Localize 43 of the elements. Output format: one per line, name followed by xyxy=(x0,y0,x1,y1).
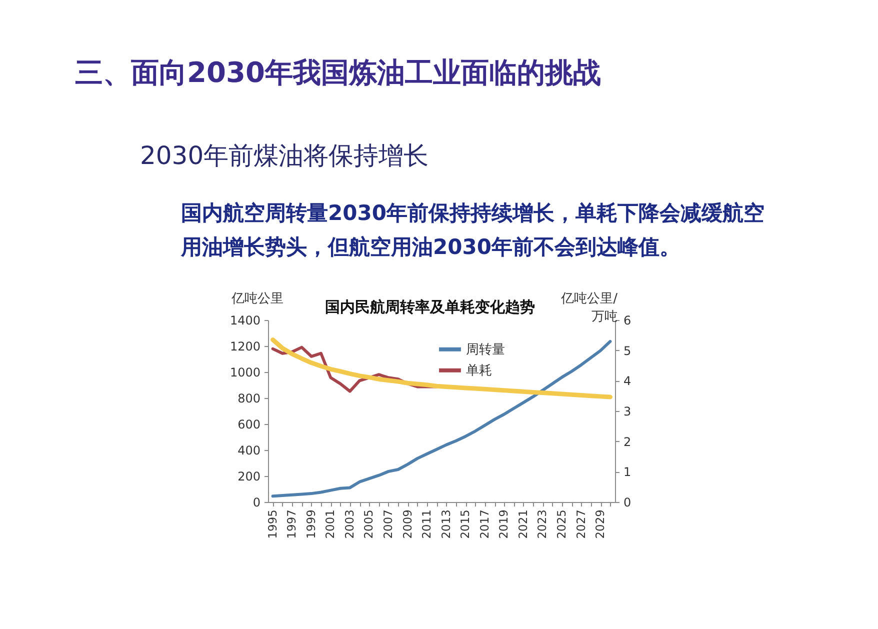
y-axis-title: 亿吨公里 xyxy=(230,292,284,306)
x-tick-label: 1995 xyxy=(265,510,280,539)
y2-axis-title: 亿吨公里/万吨 xyxy=(560,292,618,324)
x-tick-label: 1997 xyxy=(284,510,299,539)
y2-tick-label: 2 xyxy=(624,434,632,449)
text: 国内航空周转量2030年前保持持续增长，单耗下降会减缓航空用油增长势头，但航空用油2030年前不会到达峰值。 xyxy=(180,201,764,259)
y2-tick-label: 6 xyxy=(624,314,632,328)
x-tick-label: 2015 xyxy=(458,510,472,539)
text: 2030年前煤油将保持增长 xyxy=(140,141,429,170)
legend-label: 周转量 xyxy=(466,342,505,358)
x-tick-label: 2009 xyxy=(400,510,414,539)
x-tick-label: 1999 xyxy=(304,510,318,539)
text: 三、面向2030年我国炼油工业面临的挑战 xyxy=(75,56,601,89)
chart-title: 国内民航周转率及单耗变化趋势 xyxy=(325,298,535,316)
x-tick-label: 2023 xyxy=(535,510,550,539)
x-tick-label: 2013 xyxy=(438,510,453,539)
x-tick-label: 2005 xyxy=(362,510,376,539)
x-tick-label: 2029 xyxy=(593,510,608,539)
legend-label: 单耗 xyxy=(466,363,492,378)
x-tick-label: 2021 xyxy=(516,510,530,539)
y-tick-label: 1200 xyxy=(230,340,260,354)
x-tick-label: 2027 xyxy=(574,510,588,539)
y-tick-label: 400 xyxy=(238,444,260,458)
x-tick-label: 2003 xyxy=(342,510,356,539)
x-tick-label: 2017 xyxy=(477,510,492,539)
x-tick-label: 2007 xyxy=(380,510,395,539)
x-tick-label: 2001 xyxy=(323,510,338,539)
y2-tick-label: 1 xyxy=(624,465,632,480)
y-tick-label: 800 xyxy=(238,392,260,406)
x-tick-label: 2019 xyxy=(496,510,511,539)
y2-tick-label: 3 xyxy=(624,404,632,418)
y2-tick-label: 4 xyxy=(624,374,632,388)
line-series xyxy=(271,340,612,498)
y-tick-label: 1000 xyxy=(230,366,260,380)
y-tick-label: 600 xyxy=(238,418,260,432)
x-tick-label: 2025 xyxy=(554,510,568,539)
line-series xyxy=(270,337,612,400)
y2-tick-label: 0 xyxy=(624,496,632,510)
y-tick-label: 200 xyxy=(238,470,260,484)
y-tick-label: 0 xyxy=(252,496,260,510)
x-tick-label: 2011 xyxy=(420,510,434,539)
y2-tick-label: 5 xyxy=(624,344,632,358)
y-tick-label: 1400 xyxy=(230,314,260,328)
